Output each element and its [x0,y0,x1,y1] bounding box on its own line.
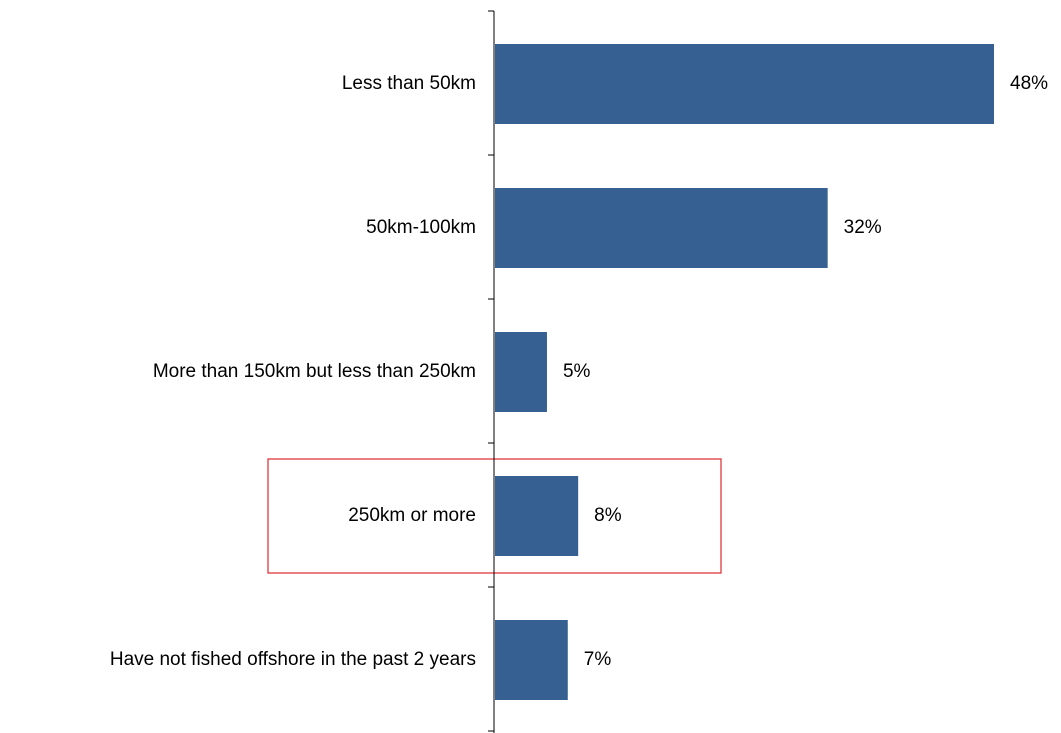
category-label: Have not fished offshore in the past 2 y… [110,649,476,670]
category-label: Less than 50km [342,73,476,94]
data-label: 5% [563,361,591,382]
bar [495,188,828,268]
bar [495,332,547,412]
data-label: 48% [1010,73,1048,94]
bar [495,620,568,700]
data-label: 8% [594,505,622,526]
bar [495,44,994,124]
category-label: More than 150km but less than 250km [153,361,476,382]
data-label: 7% [584,649,612,670]
data-label: 32% [844,217,882,238]
category-label: 50km-100km [366,217,476,238]
category-label: 250km or more [348,505,476,526]
bar [495,476,579,556]
